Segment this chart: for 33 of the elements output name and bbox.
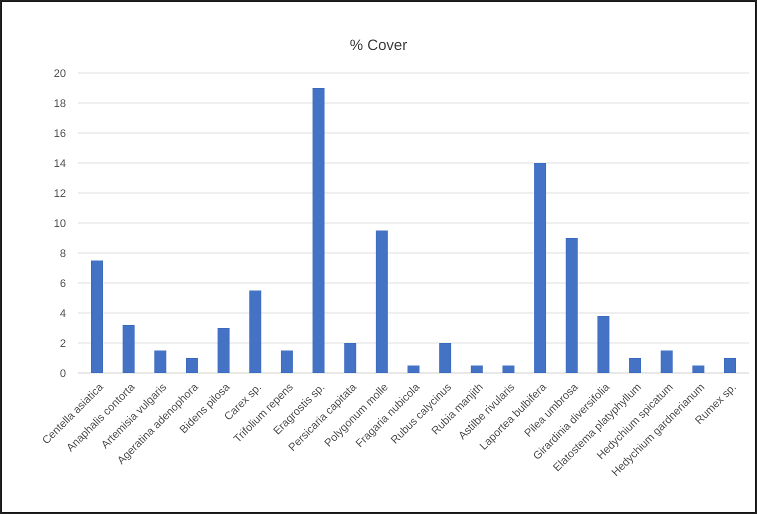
bar [566, 238, 578, 373]
bar [629, 358, 642, 373]
y-tick-label: 8 [60, 248, 66, 260]
bar [280, 350, 293, 373]
y-tick-label: 10 [54, 218, 66, 230]
chart-title: % Cover [350, 37, 408, 54]
y-tick-label: 6 [60, 278, 66, 290]
bar [660, 350, 673, 373]
bar [408, 366, 420, 373]
bar [534, 163, 546, 373]
y-tick-label: 20 [54, 68, 66, 80]
y-tick-label: 12 [54, 188, 66, 200]
y-tick-label: 4 [60, 308, 66, 320]
bar [597, 316, 610, 373]
y-tick-label: 0 [60, 368, 66, 380]
bar [312, 88, 325, 373]
bar [90, 260, 103, 373]
y-tick-label: 16 [54, 128, 66, 140]
bar [122, 325, 135, 373]
y-tick-label: 2 [60, 338, 66, 350]
bar [470, 366, 483, 373]
bar [249, 290, 262, 373]
bar [186, 358, 198, 373]
y-tick-label: 14 [54, 158, 66, 170]
bar [376, 230, 388, 373]
bar [344, 343, 356, 373]
y-tick-label: 18 [54, 98, 66, 110]
bar [692, 366, 704, 373]
bar [218, 328, 230, 373]
bar [154, 350, 166, 373]
bar [724, 358, 736, 373]
bar [502, 366, 514, 373]
bar [439, 343, 452, 373]
